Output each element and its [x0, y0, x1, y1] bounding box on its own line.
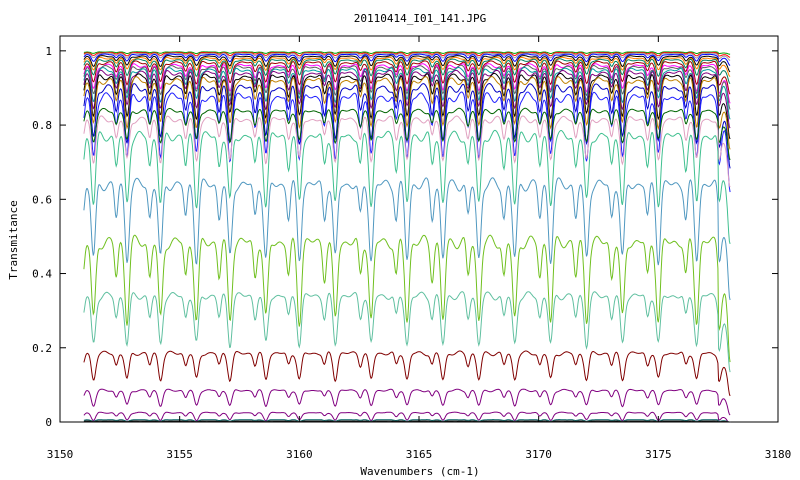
tick-layer: 3150 3155 3160 3165 3170 3175 3180 0 0.2 0.4 0.6 0.… [32, 36, 791, 461]
series-line [83, 55, 731, 73]
series-line [83, 51, 731, 55]
series-line [83, 63, 731, 104]
series-line [83, 411, 731, 423]
series-line [83, 69, 731, 129]
y-tick-label: 1 [45, 45, 52, 58]
series-line [83, 350, 731, 397]
x-tick-label: 3150 [47, 448, 74, 461]
series-line [83, 115, 731, 188]
series-line [83, 72, 731, 140]
x-tick-label: 3180 [765, 448, 792, 461]
y-tick-label: 0.2 [32, 342, 52, 355]
x-tick-label: 3155 [166, 448, 193, 461]
series-line [83, 64, 731, 110]
series-line [83, 291, 731, 373]
series-line [83, 107, 731, 161]
x-tick-label: 3170 [525, 448, 552, 461]
y-tick-label: 0.8 [32, 119, 52, 132]
y-tick-label: 0 [45, 416, 52, 429]
x-axis-label: Wavenumbers (cm-1) [360, 465, 479, 478]
x-tick-label: 3160 [286, 448, 313, 461]
series-line [83, 67, 731, 120]
series-line [83, 234, 731, 363]
chart-title: 20110414_I01_141.JPG [354, 12, 486, 25]
series-line [83, 82, 731, 169]
y-tick-label: 0.6 [32, 193, 52, 206]
x-tick-label: 3165 [406, 448, 433, 461]
series-line [83, 75, 731, 150]
y-axis-label: Transmitance [7, 200, 20, 279]
series-line [83, 129, 731, 245]
series-line [83, 52, 731, 61]
series-line [83, 58, 731, 84]
series-layer [83, 51, 731, 423]
y-tick-label: 0.4 [32, 268, 52, 281]
series-line [83, 60, 731, 95]
series-line [83, 388, 731, 416]
series-line [83, 53, 731, 66]
series-line [83, 56, 731, 77]
x-tick-label: 3175 [645, 448, 672, 461]
series-line [83, 177, 731, 301]
series-line [83, 51, 731, 58]
